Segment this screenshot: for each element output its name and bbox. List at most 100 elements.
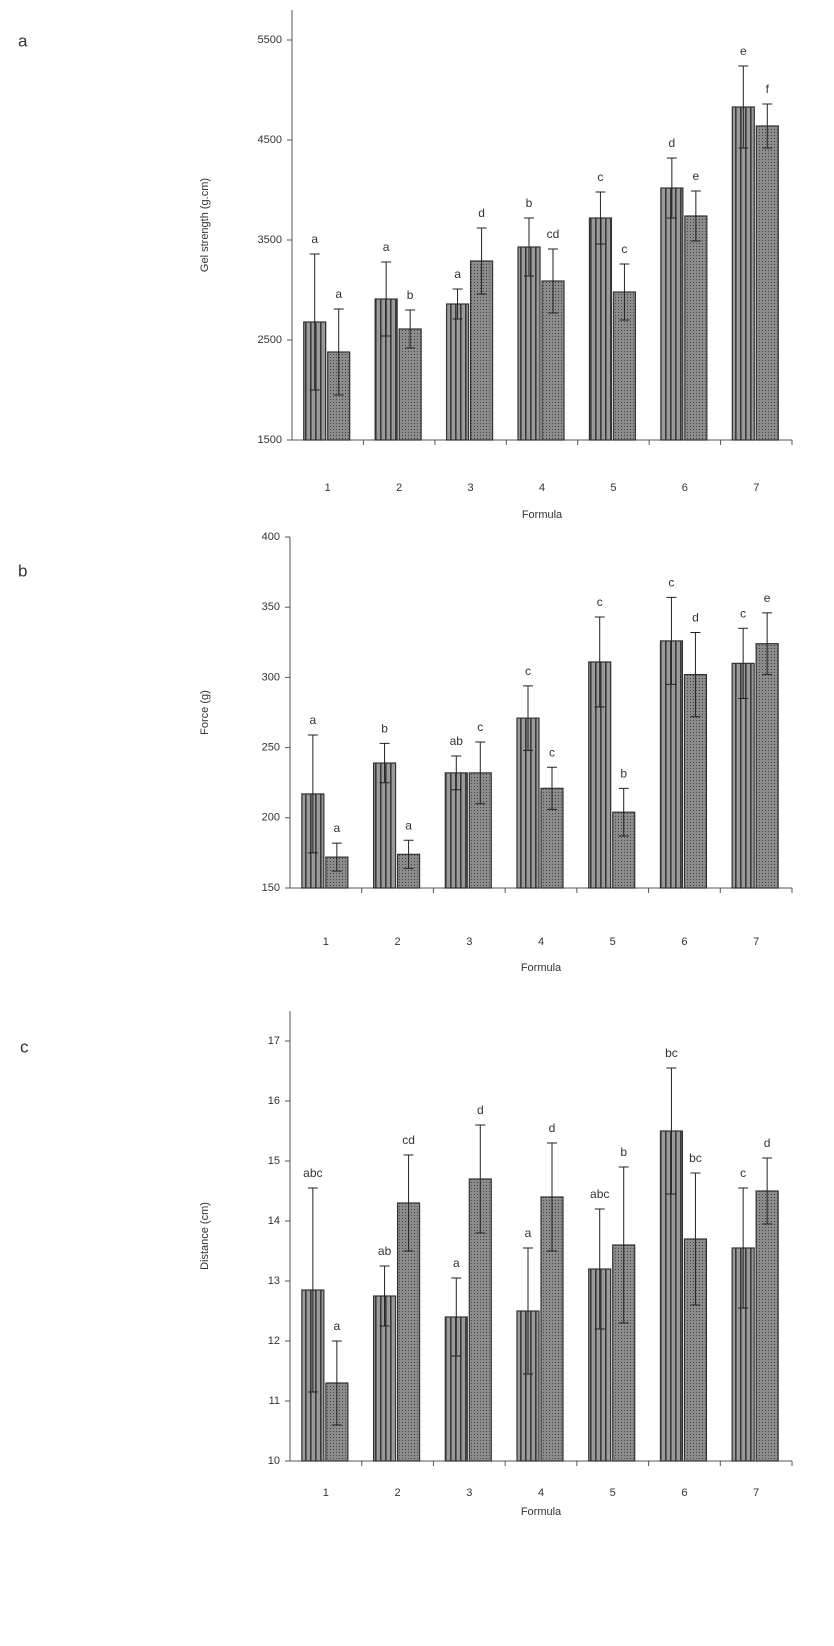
x-tick-label: 2 [395, 1487, 401, 1499]
x-tick-label: 5 [610, 936, 616, 948]
significance-letter: a [525, 1226, 532, 1240]
y-tick-label: 15 [268, 1155, 280, 1167]
bar [685, 216, 707, 440]
significance-letter: c [740, 1166, 746, 1180]
y-tick-label: 1500 [258, 434, 282, 446]
x-tick-label: 3 [468, 482, 474, 494]
y-axis-title: Distance (cm) [199, 1202, 211, 1270]
significance-letter: c [549, 745, 555, 759]
y-tick-label: 400 [262, 531, 280, 543]
y-axis-title: Force (g) [199, 690, 211, 735]
y-tick-label: 250 [262, 742, 280, 754]
significance-letter: e [740, 44, 747, 58]
y-tick-label: 5500 [258, 34, 282, 46]
significance-letter: cd [402, 1133, 415, 1147]
bar [756, 1191, 778, 1461]
x-tick-label: 7 [753, 482, 759, 494]
significance-letter: ab [378, 1244, 392, 1258]
panel-label: c [20, 1037, 29, 1056]
figure: a 1500 2500 3500 4500 5500 Gel strength (g.cm)… [0, 0, 834, 1646]
significance-letter: d [669, 136, 676, 150]
x-axis-title: Formula [522, 509, 563, 521]
x-tick-label: 3 [466, 936, 472, 948]
significance-letter: c [668, 576, 674, 590]
x-tick-label: 3 [466, 1487, 472, 1499]
bar [756, 126, 778, 440]
significance-letter: b [620, 1145, 627, 1159]
significance-letter: d [549, 1121, 556, 1135]
significance-letter: c [597, 170, 603, 184]
y-tick-label: 12 [268, 1335, 280, 1347]
significance-letter: c [597, 595, 603, 609]
bar [661, 188, 683, 440]
significance-letter: bc [689, 1151, 702, 1165]
y-tick-label: 11 [269, 1395, 280, 1407]
panel-label: a [18, 31, 28, 50]
significance-letter: b [381, 722, 388, 736]
y-tick-label: 3500 [258, 234, 282, 246]
significance-letter: f [766, 82, 770, 96]
significance-letter: c [621, 242, 627, 256]
bar [447, 304, 469, 440]
x-axis-title: Formula [521, 1506, 562, 1518]
significance-letter: b [620, 766, 627, 780]
panel-label: b [18, 561, 27, 580]
significance-letter: bc [665, 1046, 678, 1060]
y-axis-title: Gel strength (g.cm) [199, 178, 211, 272]
significance-letter: b [526, 196, 533, 210]
significance-letter: a [383, 240, 390, 254]
significance-letter: a [311, 232, 318, 246]
significance-letter: a [453, 1256, 460, 1270]
significance-letter: cd [547, 227, 560, 241]
x-tick-label: 6 [681, 1487, 687, 1499]
significance-letter: c [740, 606, 746, 620]
significance-letter: d [764, 1136, 771, 1150]
x-tick-label: 5 [610, 482, 616, 494]
x-tick-label: 6 [681, 936, 687, 948]
significance-letter: e [693, 169, 700, 183]
bar [732, 107, 754, 440]
significance-letter: a [454, 267, 461, 281]
y-tick-label: 150 [262, 882, 280, 894]
significance-letter: a [334, 1319, 341, 1333]
y-tick-label: 4500 [258, 134, 282, 146]
y-tick-label: 16 [268, 1095, 280, 1107]
y-tick-label: 200 [262, 812, 280, 824]
x-axis-title: Formula [521, 962, 562, 974]
x-tick-label: 4 [538, 936, 544, 948]
significance-letter: a [335, 287, 342, 301]
x-tick-label: 5 [610, 1487, 616, 1499]
y-tick-label: 17 [268, 1035, 280, 1047]
significance-letter: a [334, 821, 341, 835]
y-tick-label: 13 [268, 1275, 280, 1287]
bar [756, 644, 778, 888]
significance-letter: ab [450, 734, 464, 748]
significance-letter: abc [590, 1187, 609, 1201]
y-tick-label: 14 [268, 1215, 280, 1227]
x-tick-label: 7 [753, 1487, 759, 1499]
significance-letter: b [407, 288, 414, 302]
significance-letter: a [310, 713, 317, 727]
x-tick-label: 2 [395, 936, 401, 948]
significance-letter: c [477, 720, 483, 734]
y-tick-label: 2500 [258, 334, 282, 346]
significance-letter: d [692, 611, 699, 625]
x-tick-label: 6 [682, 482, 688, 494]
y-tick-label: 10 [268, 1455, 280, 1467]
significance-letter: abc [303, 1166, 322, 1180]
significance-letter: e [764, 591, 771, 605]
x-tick-label: 2 [396, 482, 402, 494]
significance-letter: a [405, 818, 412, 832]
significance-letter: c [525, 664, 531, 678]
significance-letter: d [478, 206, 485, 220]
x-tick-label: 1 [325, 482, 331, 494]
y-tick-label: 350 [262, 601, 280, 613]
bar [589, 218, 611, 440]
x-tick-label: 4 [539, 482, 545, 494]
significance-letter: d [477, 1103, 484, 1117]
x-tick-label: 7 [753, 936, 759, 948]
y-tick-label: 300 [262, 671, 280, 683]
x-tick-label: 1 [323, 936, 329, 948]
x-tick-label: 4 [538, 1487, 544, 1499]
x-tick-label: 1 [323, 1487, 329, 1499]
